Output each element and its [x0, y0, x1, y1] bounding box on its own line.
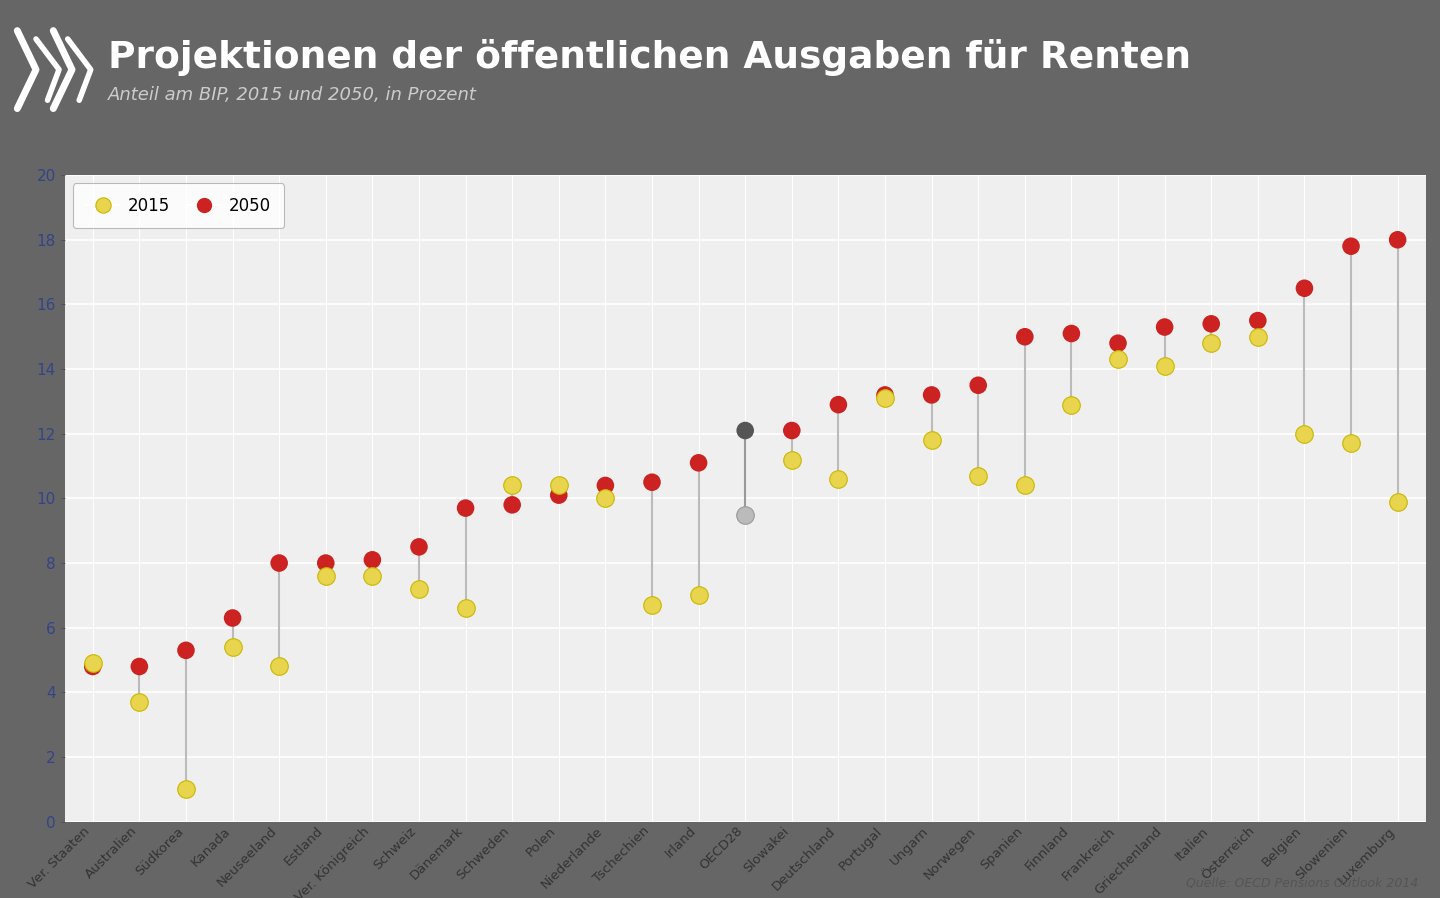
Point: [1387, 495, 1410, 509]
Point: [593, 479, 616, 493]
Point: [593, 491, 616, 506]
Point: [1339, 239, 1362, 253]
Point: [128, 659, 151, 674]
Point: [314, 568, 337, 583]
Point: [920, 433, 943, 447]
Point: [268, 556, 291, 570]
Point: [128, 695, 151, 709]
Point: [687, 588, 710, 603]
Point: [920, 388, 943, 402]
Point: [81, 656, 104, 671]
Point: [268, 659, 291, 674]
Point: [734, 507, 757, 522]
Legend: 2015, 2050: 2015, 2050: [73, 183, 284, 228]
Point: [1153, 320, 1176, 334]
Text: Anteil am BIP, 2015 und 2050, in Prozent: Anteil am BIP, 2015 und 2050, in Prozent: [108, 86, 477, 104]
Point: [641, 598, 664, 612]
Point: [222, 611, 245, 625]
Point: [1246, 313, 1269, 328]
Point: [314, 556, 337, 570]
Point: [734, 423, 757, 437]
Point: [222, 640, 245, 655]
Point: [501, 497, 524, 512]
Point: [501, 479, 524, 493]
Point: [966, 378, 989, 392]
Point: [874, 388, 897, 402]
Point: [827, 398, 850, 412]
Point: [641, 475, 664, 489]
Point: [1293, 281, 1316, 295]
Point: [361, 552, 384, 567]
Point: [1246, 330, 1269, 344]
Point: [1014, 479, 1037, 493]
Point: [81, 659, 104, 674]
Point: [874, 391, 897, 405]
Point: [174, 643, 197, 657]
Point: [1060, 326, 1083, 340]
Point: [1339, 436, 1362, 451]
Point: [687, 455, 710, 470]
Point: [547, 479, 570, 493]
Point: [1106, 336, 1129, 350]
Point: [174, 782, 197, 797]
Point: [1060, 398, 1083, 412]
Point: [1106, 352, 1129, 366]
Point: [408, 540, 431, 554]
Point: [408, 582, 431, 596]
Text: Quelle: OECD Pensions Outlook 2014: Quelle: OECD Pensions Outlook 2014: [1187, 876, 1418, 889]
Point: [966, 469, 989, 483]
Point: [454, 501, 477, 515]
Point: [1014, 330, 1037, 344]
Point: [780, 453, 804, 467]
Point: [361, 568, 384, 583]
Point: [1293, 427, 1316, 441]
Point: [1153, 358, 1176, 373]
Point: [1200, 336, 1223, 350]
Text: Projektionen der öffentlichen Ausgaben für Renten: Projektionen der öffentlichen Ausgaben f…: [108, 39, 1191, 76]
Point: [780, 423, 804, 437]
Point: [547, 488, 570, 502]
Point: [454, 601, 477, 615]
Point: [1200, 317, 1223, 331]
Point: [827, 471, 850, 486]
Point: [1387, 233, 1410, 247]
